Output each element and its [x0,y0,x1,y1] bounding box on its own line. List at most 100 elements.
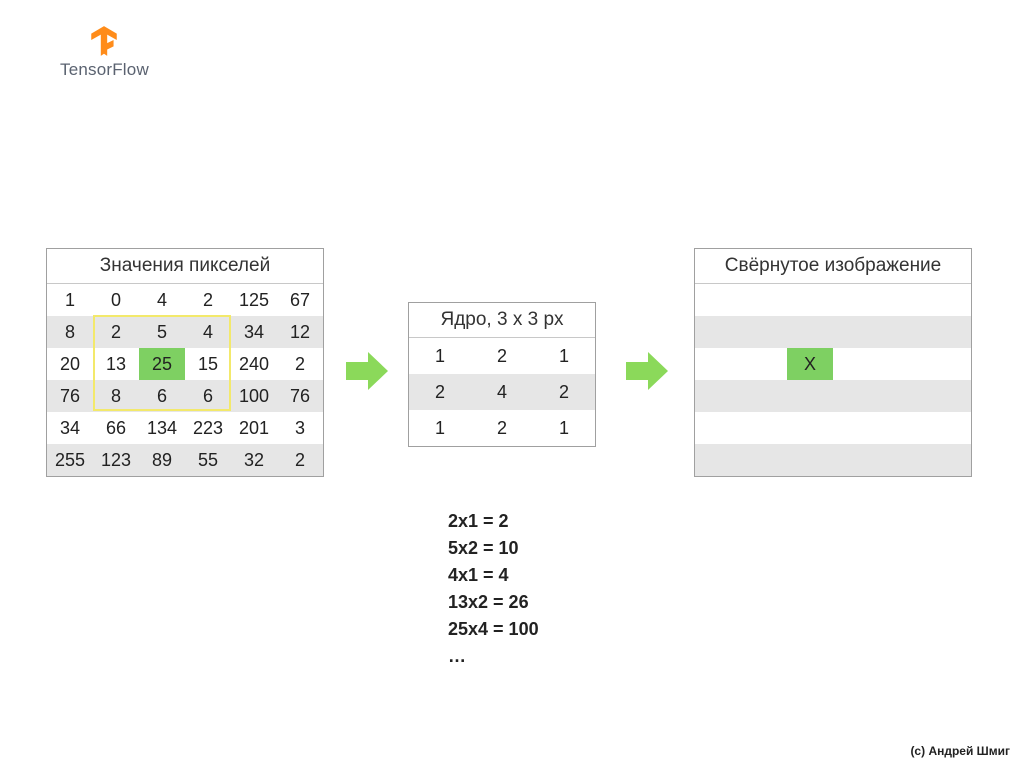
table-cell [925,380,971,412]
table-cell: 2 [185,284,231,316]
table-cell: 34 [47,412,93,444]
tensorflow-logo: TensorFlow [60,24,149,80]
table-cell [879,444,925,476]
table-cell [741,348,787,380]
table-cell: 223 [185,412,231,444]
table-cell: 15 [185,348,231,380]
table-cell: 123 [93,444,139,476]
table-cell: 76 [47,380,93,412]
table-cell: 6 [185,380,231,412]
table-cell: 240 [231,348,277,380]
calc-line: 5x2 = 10 [448,535,598,562]
table-cell: 0 [93,284,139,316]
calc-line: 4x1 = 4 [448,562,598,589]
table-cell: 8 [93,380,139,412]
table-cell: 1 [409,338,471,374]
calc-line: 2x1 = 2 [448,508,598,535]
calc-line: 13x2 = 26 [448,589,598,616]
table-cell [741,412,787,444]
arrow-icon [344,348,390,394]
table-row [695,284,971,316]
table-cell [879,316,925,348]
table-row: 121 [409,410,595,446]
table-cell: 25 [139,348,185,380]
table-cell: 2 [471,410,533,446]
table-cell: 1 [409,410,471,446]
table-cell [833,348,879,380]
table-cell [833,412,879,444]
table-cell: 55 [185,444,231,476]
copyright-text: (c) Андрей Шмиг [910,744,1010,758]
table-cell: 2 [93,316,139,348]
table-cell [925,316,971,348]
pixel-values-table: Значения пикселей 1042125678254341220132… [46,248,324,477]
table-cell: 76 [277,380,323,412]
table-row: 2551238955322 [47,444,323,476]
table-row: 201325152402 [47,348,323,380]
table-cell [741,284,787,316]
table-cell: 4 [471,374,533,410]
table-row: X [695,348,971,380]
table-cell: 2 [533,374,595,410]
calc-line: 25x4 = 100 [448,616,598,643]
kernel-table-title: Ядро, 3 x 3 px [409,303,595,338]
calculation-steps: 2x1 = 25x2 = 104x1 = 413x2 = 2625x4 = 10… [448,508,598,670]
table-cell [925,348,971,380]
table-cell [879,380,925,412]
table-cell: 134 [139,412,185,444]
table-cell [695,380,741,412]
kernel-table: Ядро, 3 x 3 px 121242121 [408,302,596,447]
table-cell [787,412,833,444]
table-cell [695,412,741,444]
table-cell: X [787,348,833,380]
table-cell [787,380,833,412]
table-cell: 4 [139,284,185,316]
table-cell: 5 [139,316,185,348]
table-cell [741,316,787,348]
table-cell: 1 [47,284,93,316]
table-cell: 89 [139,444,185,476]
pixel-table-rows: 1042125678254341220132515240276866100763… [47,284,323,476]
table-cell: 1 [533,338,595,374]
table-cell [787,316,833,348]
table-cell [695,284,741,316]
table-cell: 2 [277,348,323,380]
table-cell [925,412,971,444]
table-cell: 34 [231,316,277,348]
table-cell: 8 [47,316,93,348]
table-cell: 6 [139,380,185,412]
table-cell [787,284,833,316]
table-cell: 2 [471,338,533,374]
table-cell [925,444,971,476]
arrow-icon [624,348,670,394]
table-cell [741,444,787,476]
table-row: 34661342232013 [47,412,323,444]
table-cell: 13 [93,348,139,380]
table-cell [833,380,879,412]
table-cell [879,412,925,444]
tensorflow-icon [87,24,121,58]
table-row [695,444,971,476]
table-cell [879,284,925,316]
table-cell: 2 [277,444,323,476]
table-row: 121 [409,338,595,374]
table-cell [925,284,971,316]
table-row: 242 [409,374,595,410]
output-table-rows: X [695,284,971,476]
calc-line: … [448,643,598,670]
table-cell [695,316,741,348]
output-table-title: Свёрнутое изображение [695,249,971,284]
pixel-table-title: Значения пикселей [47,249,323,284]
table-cell: 1 [533,410,595,446]
table-cell: 4 [185,316,231,348]
table-cell [695,348,741,380]
table-cell: 2 [409,374,471,410]
table-cell [695,444,741,476]
table-cell: 201 [231,412,277,444]
output-table: Свёрнутое изображение X [694,248,972,477]
logo-text: TensorFlow [60,60,149,80]
table-row [695,316,971,348]
table-cell: 32 [231,444,277,476]
table-row: 7686610076 [47,380,323,412]
table-cell: 66 [93,412,139,444]
